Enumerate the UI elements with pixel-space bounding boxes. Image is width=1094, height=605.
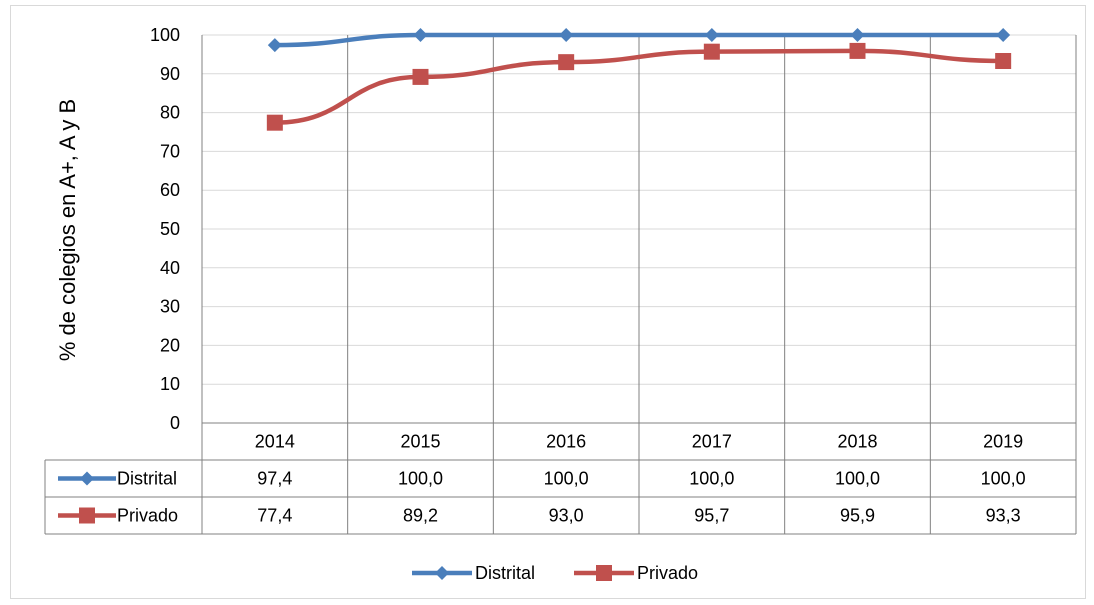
data-label: 95,7 (694, 506, 729, 526)
data-point-distrital (996, 28, 1011, 42)
y-tick-label: 70 (160, 141, 180, 161)
table-series-name: Distrital (117, 469, 177, 489)
y-tick-label: 20 (160, 335, 180, 355)
data-point-privado (849, 42, 866, 59)
chart-frame (10, 5, 1086, 599)
data-label: 100,0 (544, 469, 589, 489)
x-tick-label: 2019 (983, 432, 1023, 452)
x-tick-label: 2015 (400, 432, 440, 452)
y-tick-label: 90 (160, 64, 180, 84)
data-point-privado (995, 52, 1012, 69)
data-label: 89,2 (403, 506, 438, 526)
x-tick-label: 2014 (255, 432, 295, 452)
series-line-privado (272, 48, 1006, 125)
data-label: 100,0 (398, 469, 443, 489)
data-point-privado (266, 114, 283, 131)
data-label: 93,0 (549, 506, 584, 526)
data-label: 95,9 (840, 506, 875, 526)
y-axis-label: % de colegios en A+, A y B (55, 99, 80, 361)
data-label: 100,0 (689, 469, 734, 489)
data-point-distrital (704, 28, 719, 42)
table-legend-marker (79, 507, 95, 524)
x-tick-label: 2016 (546, 432, 586, 452)
data-label: 97,4 (257, 469, 292, 489)
table-legend-marker (80, 471, 94, 486)
data-point-distrital (413, 28, 428, 42)
y-tick-label: 0 (170, 413, 180, 433)
y-tick-label: 100 (150, 25, 180, 45)
data-label: 100,0 (835, 469, 880, 489)
data-point-privado (558, 54, 575, 71)
legend-label-distrital: Distrital (475, 563, 535, 583)
data-point-privado (703, 43, 720, 60)
y-tick-label: 40 (160, 258, 180, 278)
x-tick-label: 2018 (837, 432, 877, 452)
data-point-distrital (267, 38, 282, 53)
y-tick-label: 80 (160, 103, 180, 123)
series-line-distrital (272, 32, 1006, 48)
x-tick-label: 2017 (692, 432, 732, 452)
data-point-distrital (559, 28, 574, 42)
data-point-distrital (850, 28, 865, 42)
table-series-name: Privado (117, 506, 178, 526)
y-tick-label: 50 (160, 219, 180, 239)
data-label: 77,4 (257, 506, 292, 526)
legend-marker-distrital (435, 566, 449, 580)
legend-marker-privado (596, 565, 612, 581)
legend-label-privado: Privado (637, 563, 698, 583)
data-point-privado (412, 68, 429, 85)
y-tick-label: 10 (160, 374, 180, 394)
data-label: 100,0 (981, 469, 1026, 489)
data-label: 93,3 (986, 506, 1021, 526)
y-tick-label: 60 (160, 180, 180, 200)
y-tick-label: 30 (160, 297, 180, 317)
